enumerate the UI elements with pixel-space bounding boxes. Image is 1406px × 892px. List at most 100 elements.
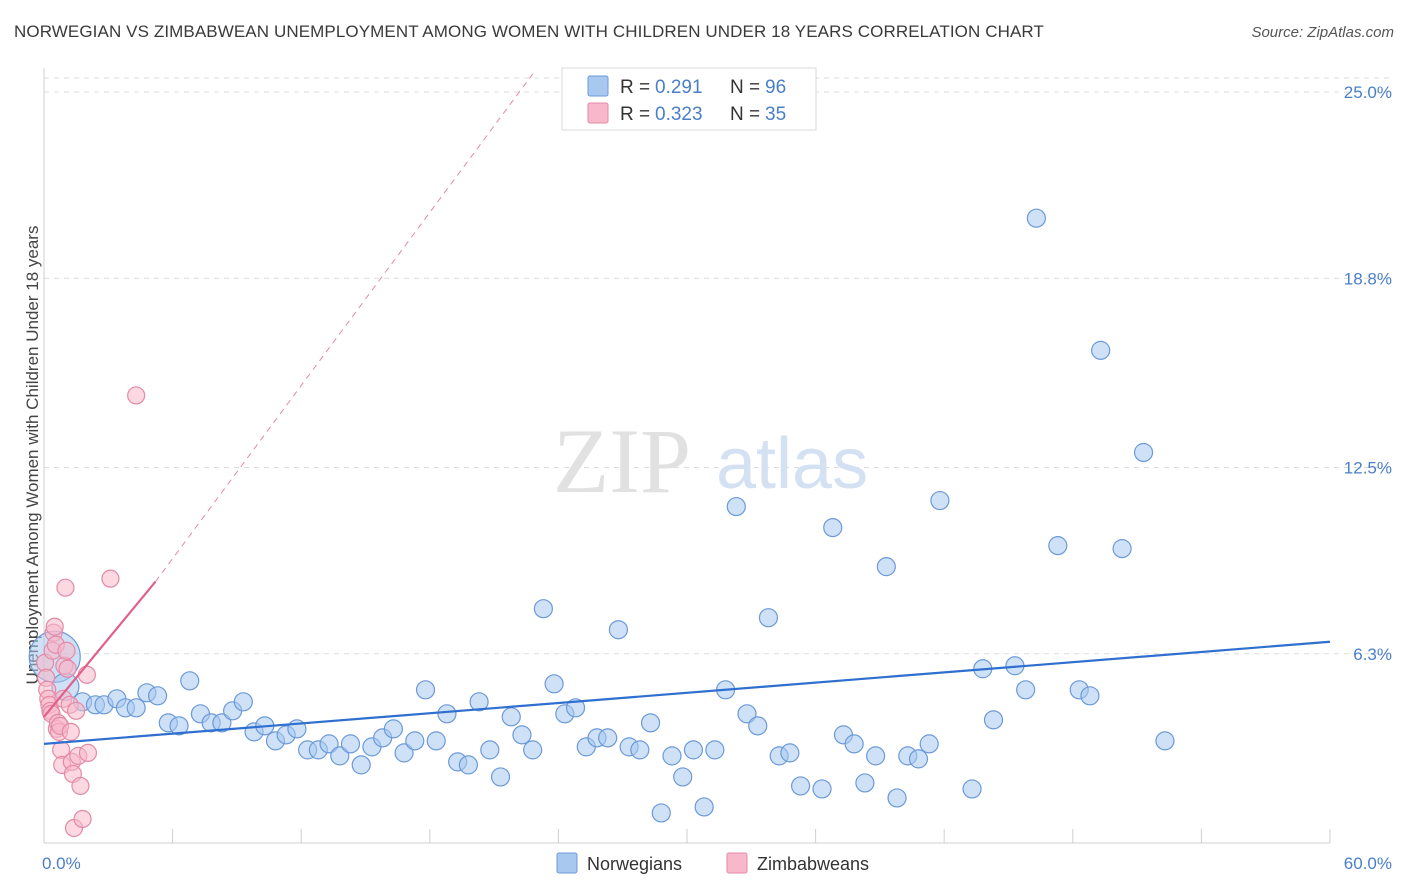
norwegian-point — [983, 710, 1004, 730]
bottom-legend-swatch-zimbabweans — [726, 852, 748, 874]
legend-n-value-1: 96 — [765, 77, 786, 98]
norwegian-point — [1016, 680, 1036, 700]
watermark-atlas: atlas — [716, 424, 868, 504]
norwegian-point — [512, 725, 532, 745]
norwegian-point — [169, 716, 189, 736]
norwegian-point — [319, 734, 339, 754]
zimbabwean-point — [101, 569, 120, 588]
norwegian-point — [126, 698, 146, 718]
bottom-legend-label-zimbabweans: Zimbabweans — [757, 854, 869, 874]
norwegian-point — [748, 716, 768, 736]
norwegian-point — [705, 740, 725, 760]
norwegian-point — [823, 517, 843, 538]
norwegian-point — [855, 773, 875, 793]
zimbabwean-point — [67, 701, 86, 720]
source-label: Source: ZipAtlas.com — [1251, 24, 1394, 41]
chart-title: NORWEGIAN VS ZIMBABWEAN UNEMPLOYMENT AMO… — [14, 22, 1044, 41]
norwegian-point — [694, 797, 714, 817]
norwegian-point — [651, 803, 671, 823]
norwegian-point — [876, 557, 896, 577]
norwegian-point — [458, 755, 478, 775]
x-tick-labels: 0.0% 60.0% — [42, 854, 1392, 873]
norwegian-point — [340, 734, 361, 754]
bottom-legend-label-norwegians: Norwegians — [587, 854, 682, 874]
zimbabwean-point — [71, 776, 90, 796]
x-tick-label: 0.0% — [42, 854, 81, 873]
watermark: ZIP atlas — [553, 410, 868, 512]
norwegian-point — [1155, 731, 1175, 751]
bottom-legend-swatch-norwegians — [556, 852, 578, 874]
norwegian-point — [212, 713, 232, 733]
norwegian-point — [790, 776, 811, 796]
legend-r-label-2: R = — [620, 104, 650, 125]
norwegian-point — [1091, 340, 1111, 360]
norwegian-point — [908, 749, 929, 769]
norwegian-point — [1080, 686, 1100, 706]
watermark-zip: ZIP — [553, 410, 691, 512]
norwegian-point — [490, 767, 511, 787]
zimbabwean-point — [61, 722, 80, 741]
norwegian-point — [383, 719, 403, 739]
legend: R = 0.291 N = 96 R = 0.323 N = 35 — [561, 67, 817, 131]
norwegian-point — [887, 788, 907, 808]
norwegian-point — [662, 746, 682, 766]
zimbabwean-point — [78, 743, 98, 762]
norwegian-point — [630, 740, 650, 760]
norwegian-point — [844, 734, 864, 754]
norwegian-point — [737, 704, 757, 724]
norwegian-point — [469, 692, 489, 712]
norwegian-point — [758, 608, 779, 628]
zimbabwean-trend-extension — [155, 73, 534, 582]
norwegian-point — [394, 743, 414, 763]
norwegian-point — [147, 686, 168, 706]
norwegian-point — [233, 692, 253, 712]
norwegian-point — [780, 743, 800, 763]
norwegian-point — [1026, 208, 1046, 228]
norwegian-point — [544, 674, 564, 694]
zimbabwean-point — [57, 641, 76, 660]
norwegian-point — [501, 707, 521, 727]
legend-n-value-2: 35 — [765, 104, 786, 125]
legend-n-label-1: N = — [730, 77, 760, 98]
y-tick-label: 6.3% — [1353, 645, 1392, 664]
y-tick-label: 25.0% — [1344, 83, 1392, 102]
norwegian-point — [930, 490, 950, 511]
norwegian-point — [480, 740, 500, 760]
y-axis-label: Unemployment Among Women with Children U… — [23, 226, 42, 685]
y-tick-label: 18.8% — [1344, 269, 1392, 288]
zimbabwean-point — [58, 659, 77, 678]
norwegian-point — [405, 731, 425, 751]
norwegian-point — [1133, 442, 1154, 463]
norwegian-point — [565, 698, 586, 718]
norwegian-point — [919, 734, 939, 754]
norwegian-point — [1048, 536, 1068, 556]
bottom-legend: Norwegians Zimbabweans — [556, 852, 869, 874]
norwegian-point — [523, 740, 543, 760]
x-tick-label: 60.0% — [1344, 854, 1392, 873]
zimbabwean-point — [56, 578, 75, 597]
zimbabwean-point — [127, 386, 146, 405]
legend-swatch-zimbabweans — [587, 102, 609, 124]
norwegian-point — [726, 496, 746, 517]
legend-r-value-1: 0.291 — [655, 77, 703, 98]
norwegian-point — [683, 740, 704, 760]
norwegian-point — [812, 779, 832, 799]
norwegian-point — [598, 728, 618, 748]
zimbabwean-trend-line — [43, 580, 157, 718]
legend-r-value-2: 0.323 — [655, 104, 703, 125]
norwegian-point — [866, 746, 886, 766]
norwegian-point — [180, 671, 200, 691]
zimbabwean-point — [73, 809, 92, 829]
legend-swatch-norwegians — [587, 75, 609, 97]
norwegian-point — [673, 767, 693, 787]
norwegian-point — [533, 599, 553, 619]
zimbabwean-point — [45, 617, 64, 636]
y-tick-labels: 6.3% 12.5% 18.8% 25.0% — [1344, 83, 1392, 664]
norwegian-point — [962, 779, 982, 799]
norwegian-point — [437, 704, 457, 724]
series-zimbabweans — [35, 386, 146, 838]
legend-n-label-2: N = — [730, 104, 760, 125]
norwegian-point — [351, 755, 371, 775]
norwegian-point — [330, 746, 350, 766]
norwegian-point — [1112, 539, 1132, 559]
